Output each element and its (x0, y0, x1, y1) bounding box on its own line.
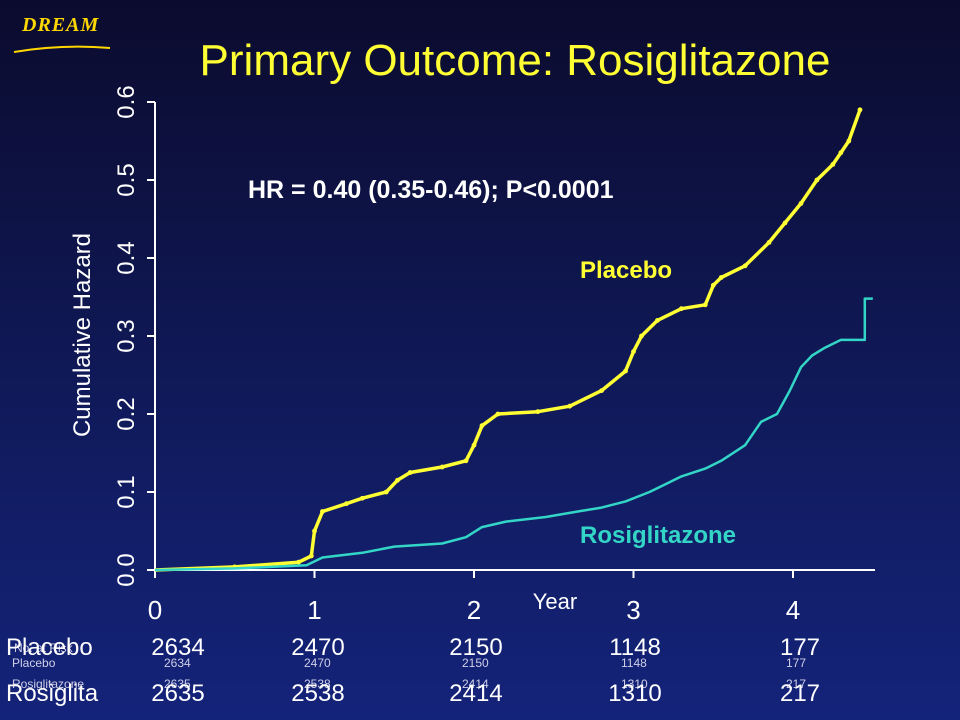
placebo-point (308, 553, 314, 559)
x-axis-label: Year (533, 589, 577, 614)
x-tick-label: 2 (467, 595, 481, 625)
chart-lines (154, 107, 873, 572)
placebo-point (296, 559, 301, 565)
placebo-point (383, 489, 389, 495)
x-tick-label: 4 (786, 595, 800, 625)
risk-cell-small: 2414 (462, 677, 489, 691)
risk-cell-small: 177 (786, 656, 806, 670)
placebo-point (702, 302, 708, 308)
placebo-point (846, 138, 852, 144)
logo-swoosh (13, 45, 111, 53)
placebo-point (395, 477, 400, 483)
risk-cell: 177 (780, 634, 820, 661)
y-tick-label: 0.1 (113, 475, 140, 508)
risk-cell: 2150 (449, 634, 502, 661)
y-tick-label: 0.4 (113, 241, 140, 274)
placebo-point (766, 240, 772, 245)
risk-cell: 2538 (291, 680, 344, 707)
placebo-point (655, 318, 660, 323)
risk-cell-small: 2635 (164, 677, 191, 691)
rosiglitazone-series-label: Rosiglitazone (580, 522, 736, 549)
risk-row-label: Placebo (6, 634, 93, 661)
y-tick-label: 0.5 (113, 163, 140, 196)
placebo-point (599, 388, 604, 393)
placebo-point (312, 528, 317, 534)
placebo-point (718, 275, 724, 280)
placebo-point (639, 333, 644, 339)
placebo-point (814, 177, 820, 183)
placebo-point (710, 282, 716, 288)
page-title: Primary Outcome: Rosiglitazone (199, 36, 831, 85)
placebo-point (798, 201, 804, 206)
placebo-point (495, 411, 501, 417)
risk-cell-small: 2634 (164, 656, 191, 670)
y-tick-label: 0.2 (113, 397, 140, 430)
y-axis-label: Cumulative Hazard (69, 233, 96, 437)
placebo-point (344, 501, 349, 507)
risk-cell: 1148 (609, 634, 661, 661)
risk-row-label: Rosiglita (6, 680, 99, 707)
placebo-point (782, 220, 788, 226)
risk-cell: 217 (780, 680, 820, 707)
placebo-point (742, 263, 748, 269)
risk-cell: 1310 (608, 680, 661, 707)
dream-logo: DREAM (22, 14, 100, 36)
y-tick-label: 0.3 (113, 319, 140, 352)
risk-cell-small: 1310 (621, 677, 648, 691)
risk-row-small-label: Rosiglitazone (12, 677, 84, 691)
placebo-point (535, 409, 541, 415)
risk-cell-small: 1148 (621, 656, 647, 670)
risk-cell: 2414 (449, 680, 502, 707)
chart-axes (154, 102, 875, 571)
risk-row-small-label: Placebo (12, 656, 56, 670)
risk-cell-small: 2150 (462, 656, 489, 670)
placebo-point (830, 162, 836, 167)
rosiglitazone-curve (154, 297, 873, 572)
placebo-point (439, 464, 445, 470)
x-tick-label: 3 (626, 595, 640, 625)
placebo-curve (154, 109, 862, 572)
y-tick-label: 0.0 (113, 553, 140, 586)
placebo-point (479, 423, 485, 429)
chart-ticks: 0.0 0.1 0.2 0.3 0.4 0.5 0.6 0 1 2 3 4 (113, 85, 800, 625)
risk-table-header: No. at Risk (14, 641, 74, 655)
risk-cell: 2634 (151, 634, 204, 661)
placebo-series-label: Placebo (580, 257, 672, 284)
placebo-point (567, 403, 573, 409)
risk-cell: 2635 (151, 680, 204, 707)
hazard-ratio-annotation: HR = 0.40 (0.35-0.46); P<0.0001 (248, 176, 614, 204)
risk-cell-small: 217 (786, 677, 806, 691)
risk-cell: 2470 (291, 634, 344, 661)
placebo-point (678, 306, 684, 312)
placebo-point (320, 509, 325, 514)
risk-cell-small: 2538 (304, 677, 331, 691)
placebo-point (471, 442, 477, 448)
placebo-point (407, 470, 413, 475)
risk-cell-small: 2470 (304, 656, 331, 670)
placebo-point (631, 349, 636, 354)
placebo-point (623, 368, 628, 374)
placebo-point (359, 495, 365, 501)
placebo-point (463, 458, 469, 464)
y-tick-label: 0.6 (113, 85, 140, 118)
placebo-point (838, 150, 844, 156)
placebo-point (857, 107, 863, 113)
x-tick-label: 1 (307, 595, 321, 625)
x-tick-label: 0 (148, 595, 162, 625)
